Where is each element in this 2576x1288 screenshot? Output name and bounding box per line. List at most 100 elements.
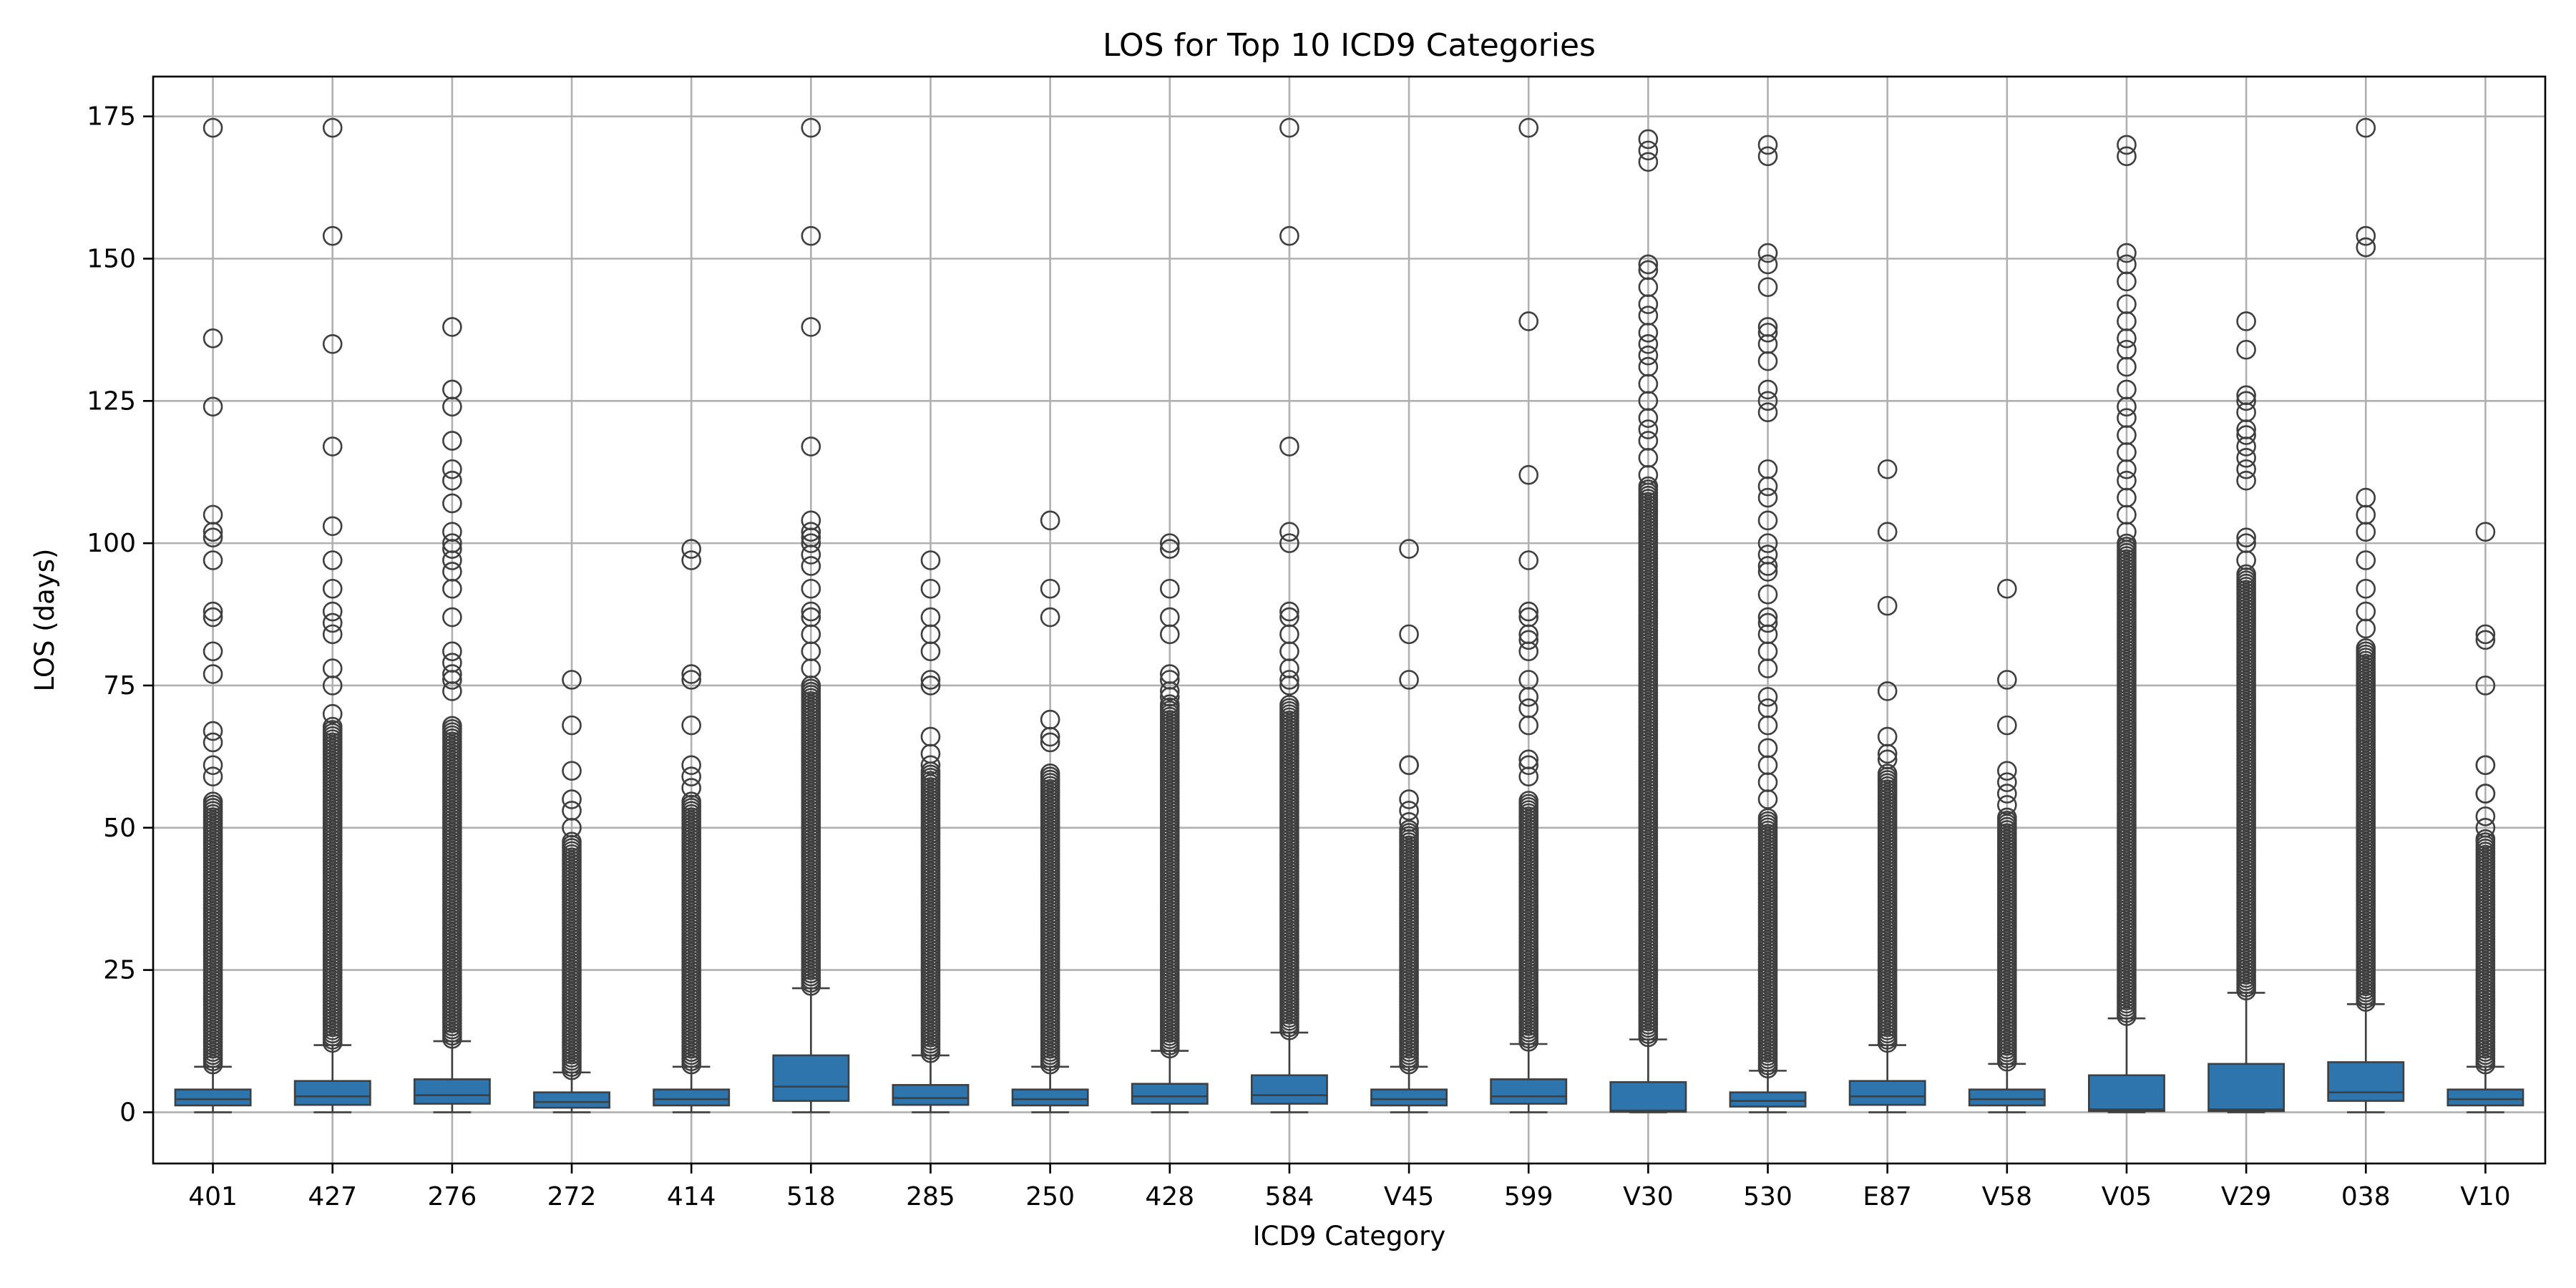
outlier-point — [2356, 487, 2376, 508]
outlier-point — [2117, 533, 2137, 554]
box-group-272 — [533, 670, 610, 1113]
outlier-point — [1518, 117, 1539, 138]
outlier-point — [1159, 539, 1180, 559]
box-427 — [293, 1080, 371, 1106]
outlier-point — [1399, 670, 1419, 690]
outlier-point — [2117, 470, 2137, 491]
outlier-point — [562, 801, 582, 821]
outlier-point — [322, 333, 343, 354]
outlier-point — [920, 550, 941, 570]
outlier-point — [322, 550, 343, 570]
outlier-point — [322, 516, 343, 537]
outlier-point — [442, 533, 462, 553]
outlier-point — [1159, 670, 1180, 690]
outlier-point — [1877, 681, 1898, 701]
outlier-point — [442, 522, 462, 542]
x-axis: 401 427 276 272 414 518 285 250 428 584 V45 599 V30 5… — [188, 1163, 2511, 1211]
outlier-point — [322, 613, 343, 633]
outlier-point — [442, 607, 462, 628]
x-tick-label: 414 — [667, 1182, 716, 1211]
outlier-point — [1757, 487, 1778, 508]
box-group-427 — [293, 117, 371, 1113]
outlier-point — [920, 607, 941, 628]
outlier-point — [1279, 601, 1299, 622]
outlier-point — [1877, 595, 1898, 616]
outlier-point — [801, 522, 821, 542]
outlier-point — [1518, 755, 1539, 776]
outlier-point — [1997, 670, 2017, 690]
outlier-point — [2236, 470, 2256, 491]
outlier-point — [1638, 356, 1659, 377]
outlier-point — [2475, 624, 2496, 645]
outlier-point — [1159, 578, 1180, 599]
outlier-point — [1757, 379, 1778, 400]
outlier-point — [562, 670, 582, 690]
outlier-point — [2236, 311, 2256, 331]
outlier-point — [2475, 630, 2496, 650]
x-tick-label: V45 — [1384, 1182, 1434, 1211]
box-518 — [772, 1054, 850, 1102]
outlier-point — [1279, 695, 1299, 715]
outlier-point — [442, 493, 462, 514]
outlier-point — [1399, 819, 1419, 840]
box-038 — [2327, 1061, 2405, 1102]
box-414 — [653, 1088, 731, 1107]
outlier-point — [562, 831, 582, 852]
outlier-point — [1757, 135, 1778, 155]
x-tick-label: V58 — [1982, 1182, 2032, 1211]
outlier-point — [2117, 339, 2137, 360]
box-428 — [1131, 1083, 1209, 1105]
outlier-point — [203, 550, 223, 570]
outlier-point — [322, 436, 343, 457]
box-group-530 — [1729, 135, 1807, 1113]
y-tick-label: 50 — [103, 814, 136, 843]
outlier-point — [2475, 755, 2496, 776]
y-tick-label: 150 — [87, 244, 136, 273]
box-group-V58 — [1968, 578, 2046, 1113]
y-tick-label: 25 — [103, 956, 136, 985]
outlier-point — [1279, 117, 1299, 138]
outlier-point — [1757, 607, 1778, 628]
outlier-point — [1040, 607, 1060, 628]
outlier-point — [1638, 140, 1659, 161]
box-401 — [174, 1088, 252, 1107]
outlier-point — [1757, 277, 1778, 298]
outlier-point — [2475, 522, 2496, 542]
outlier-point — [2475, 675, 2496, 696]
outlier-point — [442, 716, 462, 736]
outlier-point — [1877, 763, 1898, 784]
y-tick-label: 175 — [87, 102, 136, 132]
x-tick-label: 518 — [786, 1182, 836, 1211]
outlier-point — [203, 601, 223, 622]
box-V29 — [2207, 1063, 2285, 1113]
box-group-599 — [1490, 117, 1568, 1113]
outlier-point — [1757, 391, 1778, 411]
y-tick-label: 75 — [103, 671, 136, 701]
outlier-point — [1279, 225, 1299, 246]
outlier-point — [2356, 578, 2376, 599]
outlier-point — [681, 670, 701, 690]
outlier-point — [1997, 784, 2017, 804]
outlier-point — [442, 431, 462, 451]
x-tick-label: 038 — [2341, 1182, 2391, 1211]
outlier-point — [2117, 146, 2137, 167]
outlier-point — [322, 716, 343, 737]
outlier-point — [2475, 817, 2496, 838]
outlier-point — [1040, 578, 1060, 599]
outlier-point — [322, 624, 343, 645]
outlier-point — [2117, 243, 2137, 263]
outlier-point — [203, 396, 223, 417]
outlier-point — [681, 766, 701, 787]
outlier-point — [1757, 738, 1778, 758]
outlier-point — [1757, 533, 1778, 553]
x-tick-label: V10 — [2460, 1182, 2510, 1211]
outlier-point — [681, 550, 701, 570]
outlier-point — [1518, 749, 1539, 770]
outlier-point — [1518, 550, 1539, 570]
plot-area — [174, 117, 2524, 1113]
outlier-point — [2236, 533, 2256, 553]
outlier-point — [681, 664, 701, 684]
outlier-point — [681, 539, 701, 559]
outlier-point — [2356, 237, 2376, 258]
